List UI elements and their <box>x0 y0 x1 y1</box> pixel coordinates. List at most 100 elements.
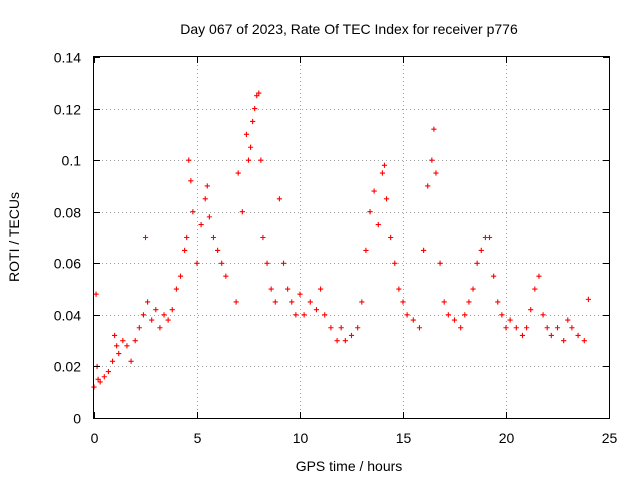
data-point <box>186 157 192 163</box>
data-point <box>101 374 107 380</box>
data-point <box>260 234 266 241</box>
data-point <box>268 286 274 292</box>
y-tick-label: 0.02 <box>54 359 81 375</box>
y-tick-labels: 0 0.02 0.04 0.06 0.08 0.1 0.12 0.14 <box>54 50 81 427</box>
data-point <box>416 325 423 331</box>
data-point <box>97 379 103 385</box>
data-point <box>445 312 451 318</box>
x-tick-label: 10 <box>293 430 309 446</box>
data-point <box>149 317 155 323</box>
data-point <box>190 209 196 215</box>
data-point <box>396 286 402 292</box>
data-point <box>124 343 130 349</box>
data-point <box>109 358 116 364</box>
data-point <box>425 183 431 189</box>
data-point <box>206 214 212 220</box>
data-point <box>363 247 369 253</box>
data-point <box>264 260 270 266</box>
data-point <box>431 126 437 132</box>
data-point <box>410 317 416 323</box>
data-point <box>239 209 245 215</box>
data-point <box>375 222 381 228</box>
data-point <box>328 325 334 331</box>
data-points <box>91 90 591 390</box>
data-point <box>495 299 501 305</box>
data-point <box>348 332 355 339</box>
data-point <box>233 299 239 305</box>
data-point <box>400 299 406 305</box>
data-point <box>144 299 151 305</box>
x-axis-label: GPS time / hours <box>296 458 403 474</box>
data-point <box>247 144 254 150</box>
data-point <box>519 332 526 339</box>
data-point <box>334 338 340 344</box>
y-tick-label: 0.14 <box>54 50 81 66</box>
data-point <box>528 307 534 313</box>
data-point <box>120 338 126 344</box>
plot-frame <box>93 56 610 419</box>
data-point <box>554 325 561 331</box>
y-tick-label: 0.1 <box>62 153 82 169</box>
data-point <box>575 332 581 339</box>
data-point <box>252 105 258 112</box>
y-axis-label: ROTI / TECUs <box>6 192 22 282</box>
data-point <box>565 317 571 323</box>
data-point <box>474 260 480 266</box>
data-point <box>379 170 385 176</box>
x-tick-label: 0 <box>91 430 99 446</box>
data-point <box>280 260 287 266</box>
y-tick-label: 0.08 <box>54 205 81 221</box>
data-point <box>585 296 591 302</box>
data-point <box>322 312 328 318</box>
data-point <box>194 260 200 266</box>
data-point <box>404 312 410 318</box>
data-point <box>383 196 390 202</box>
data-point <box>433 170 439 176</box>
data-point <box>235 170 241 176</box>
data-point <box>429 157 435 163</box>
x-tick-label: 15 <box>396 430 412 446</box>
x-tick-label: 5 <box>194 430 202 446</box>
data-point <box>499 312 505 318</box>
x-tick-labels: 0 5 10 15 20 25 <box>91 430 618 446</box>
data-point <box>458 325 464 331</box>
data-point <box>245 157 252 163</box>
data-point <box>388 234 394 241</box>
data-point <box>93 291 99 297</box>
data-point <box>276 196 282 202</box>
data-point <box>140 312 147 318</box>
axis-ticks <box>94 57 610 419</box>
data-point <box>342 338 348 344</box>
data-point <box>116 350 122 357</box>
data-point <box>470 286 476 292</box>
data-point <box>513 325 519 331</box>
data-point <box>540 312 546 318</box>
data-point <box>437 260 443 266</box>
data-point <box>223 273 229 279</box>
data-point <box>318 286 324 292</box>
data-point <box>536 273 542 279</box>
data-point <box>243 131 250 137</box>
data-point <box>128 358 134 364</box>
data-point <box>532 286 538 292</box>
data-point <box>478 247 484 253</box>
grid <box>94 57 609 418</box>
data-point <box>198 222 204 228</box>
data-point <box>202 196 208 202</box>
data-point <box>256 90 262 96</box>
data-point <box>285 286 291 292</box>
y-tick-label: 0.06 <box>54 256 81 272</box>
data-point <box>142 234 149 241</box>
data-point <box>441 299 447 305</box>
data-point <box>258 157 264 163</box>
data-point <box>210 234 217 241</box>
data-point <box>381 162 388 168</box>
y-tick-label: 0.12 <box>54 102 81 118</box>
x-tick-label: 20 <box>499 430 515 446</box>
data-point <box>173 286 179 292</box>
data-point <box>250 118 256 125</box>
data-point <box>157 325 163 331</box>
data-point <box>219 260 225 266</box>
data-point <box>561 338 567 344</box>
